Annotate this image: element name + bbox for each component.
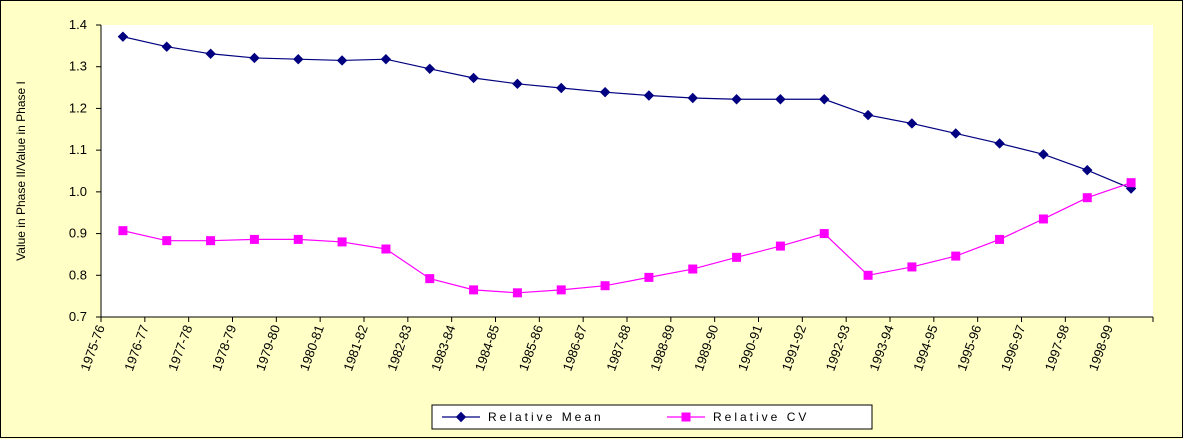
data-point-relative-mean	[161, 41, 172, 52]
x-tick-label: 1994-95	[910, 323, 940, 373]
data-point-relative-cv	[118, 226, 128, 236]
y-tick-label: 0.8	[69, 267, 87, 282]
series-line-relative-cv	[122, 182, 1132, 294]
data-point-relative-mean	[249, 52, 260, 64]
data-point-relative-mean	[819, 94, 830, 105]
x-tick-label: 1987-88	[603, 323, 633, 373]
y-tick-label: 0.7	[69, 309, 87, 324]
y-tick-label: 1.0	[69, 184, 87, 199]
data-point-relative-cv	[907, 262, 917, 272]
data-point-relative-mean	[205, 48, 216, 59]
legend-box	[431, 404, 873, 430]
data-point-relative-cv	[688, 264, 698, 274]
data-point-relative-cv	[249, 234, 259, 244]
data-point-relative-mean	[1038, 149, 1049, 160]
x-tick-label: 1992-93	[823, 323, 853, 373]
data-point-relative-cv	[951, 251, 961, 261]
data-point-relative-mean	[643, 90, 655, 101]
data-point-relative-cv	[293, 234, 303, 244]
data-point-relative-cv	[644, 272, 654, 282]
data-point-relative-cv	[1126, 178, 1136, 188]
x-tick-label: 1996-97	[998, 323, 1028, 373]
y-tick-label: 1.1	[69, 142, 87, 157]
data-point-relative-mean	[293, 53, 304, 65]
data-point-relative-mean	[512, 78, 523, 90]
data-point-relative-cv	[732, 252, 742, 262]
data-point-relative-mean	[731, 94, 742, 105]
y-tick-label: 1.4	[69, 17, 87, 32]
x-tick-label: 1991-92	[779, 323, 809, 373]
data-point-relative-mean	[775, 94, 786, 105]
x-tick-label: 1975-76	[77, 323, 107, 373]
data-point-relative-cv	[381, 244, 391, 254]
data-point-relative-mean	[468, 72, 479, 84]
x-tick-label: 1990-91	[735, 323, 765, 373]
x-tick-label: 1976-77	[121, 323, 151, 373]
y-tick-label: 1.2	[69, 100, 87, 115]
x-tick-label: 1985-86	[516, 323, 546, 373]
legend-label-relative-mean: Relative Mean	[488, 410, 604, 424]
data-point-relative-cv	[775, 241, 785, 251]
x-tick-label: 1980-81	[297, 323, 327, 373]
plot-area	[101, 25, 1153, 317]
data-point-relative-mean	[336, 55, 348, 66]
x-tick-label: 1998-99	[1086, 323, 1116, 373]
x-tick-label: 1977-78	[165, 323, 195, 373]
y-tick-label: 1.3	[69, 59, 87, 74]
data-point-relative-cv	[600, 281, 610, 291]
data-point-relative-cv	[206, 236, 216, 246]
data-point-relative-mean	[862, 109, 874, 121]
legend: Relative Mean Relative CV	[431, 404, 873, 430]
data-point-relative-cv	[556, 285, 566, 295]
data-point-relative-cv	[337, 237, 347, 247]
data-point-relative-cv	[469, 285, 479, 295]
x-tick-label: 1993-94	[866, 323, 896, 373]
x-tick-label: 1986-87	[560, 323, 590, 373]
series-line-relative-mean	[122, 36, 1132, 190]
data-point-relative-mean	[599, 86, 611, 98]
data-point-relative-mean	[556, 82, 567, 94]
x-tick-label: 1988-89	[647, 323, 677, 373]
y-axis-label: Value in Phase II/Value in Phase I	[14, 81, 28, 261]
x-tick-label: 1989-90	[691, 323, 721, 373]
data-point-relative-mean	[117, 31, 129, 42]
legend-marker-relative-mean	[455, 411, 467, 423]
data-point-relative-cv	[863, 270, 873, 280]
x-tick-label: 1981-82	[340, 323, 370, 373]
legend-label-relative-cv: Relative CV	[713, 410, 809, 424]
data-point-relative-mean	[994, 138, 1005, 149]
data-point-relative-mean	[1082, 164, 1093, 176]
x-tick-label: 1997-98	[1042, 323, 1072, 373]
x-tick-label: 1979-80	[253, 323, 283, 373]
data-point-relative-cv	[162, 236, 172, 246]
x-tick-label: 1995-96	[954, 323, 984, 373]
data-point-relative-mean	[380, 53, 392, 65]
data-point-relative-mean	[950, 128, 961, 139]
x-tick-label: 1984-85	[472, 323, 502, 373]
x-tick-label: 1978-79	[209, 323, 239, 373]
data-point-relative-cv	[425, 274, 435, 284]
legend-marker-relative-cv	[681, 412, 691, 422]
data-point-relative-mean	[906, 118, 918, 129]
x-tick-label: 1983-84	[428, 323, 458, 373]
data-point-relative-cv	[1082, 193, 1092, 203]
data-point-relative-cv	[512, 288, 522, 298]
data-point-relative-mean	[424, 63, 435, 75]
x-tick-label: 1982-83	[384, 323, 414, 373]
y-tick-label: 0.9	[69, 226, 87, 241]
data-point-relative-cv	[995, 234, 1005, 244]
data-point-relative-mean	[687, 92, 698, 104]
data-point-relative-cv	[1038, 214, 1048, 224]
data-point-relative-cv	[819, 229, 829, 239]
